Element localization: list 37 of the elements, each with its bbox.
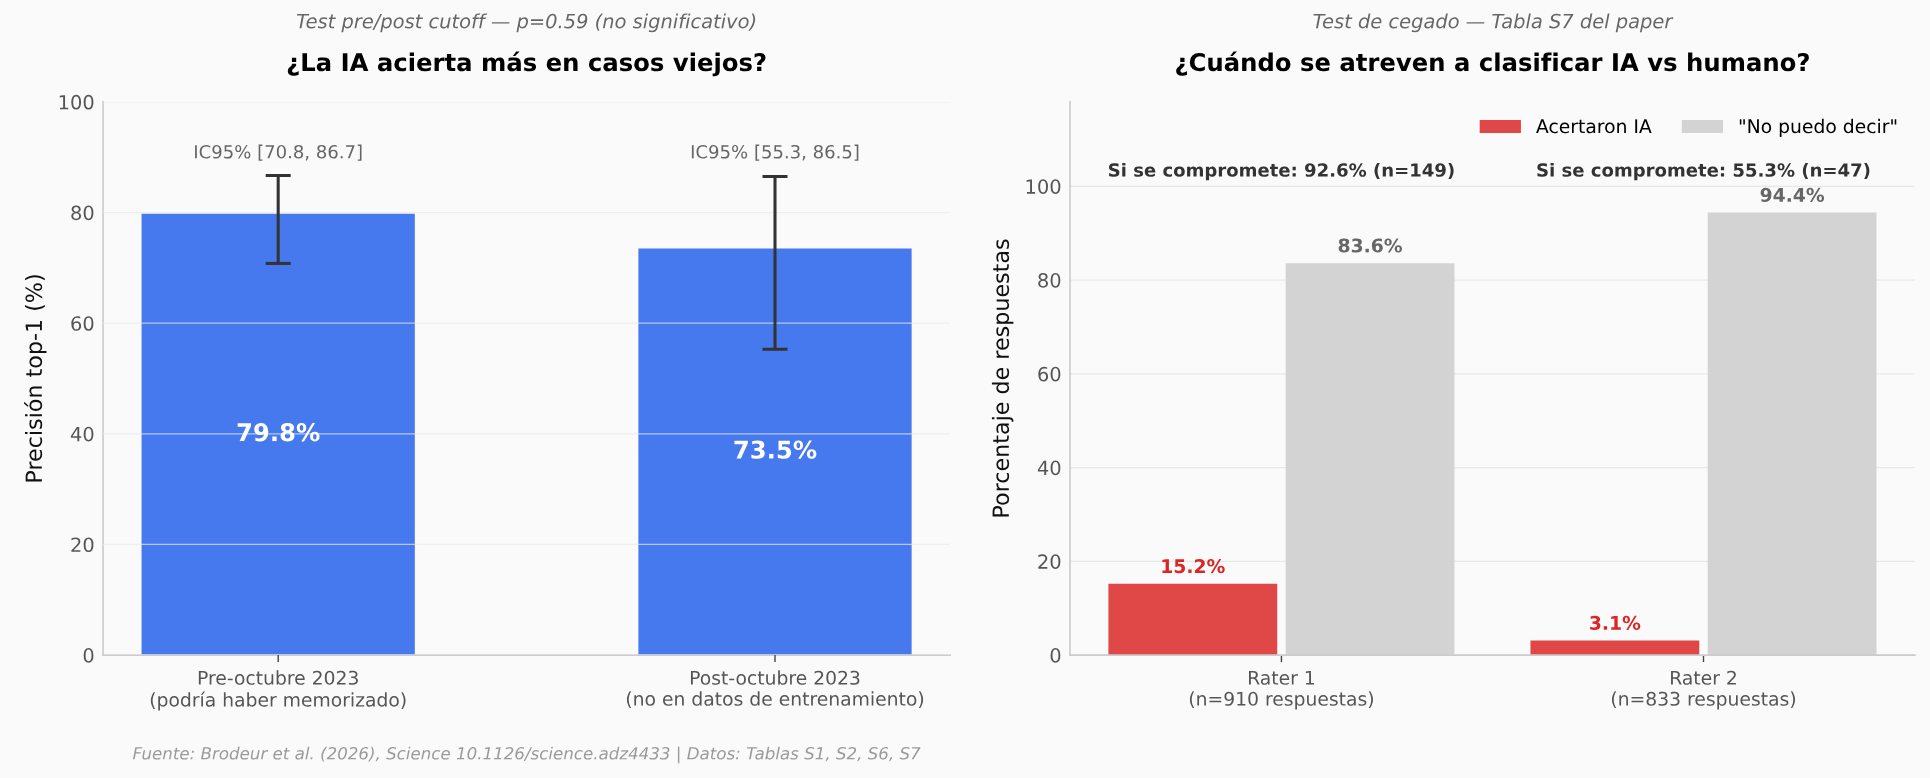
y-tick-label: 20 xyxy=(1038,554,1061,569)
bar xyxy=(1530,640,1700,656)
x-tick-label: Pre-octubre 2023 (podría haber memorizado) xyxy=(150,670,406,711)
legend-label: Acertaron IA xyxy=(1536,119,1652,134)
y-tick-label: 100 xyxy=(1026,179,1061,194)
y-tick-label: 60 xyxy=(1038,366,1061,382)
y-tick-label: 40 xyxy=(1037,460,1061,476)
chart-title: ¿Cuándo se atreven a clasificar IA vs humano? xyxy=(1176,51,1809,76)
data-label: 73.5% xyxy=(734,440,817,459)
chart-subtitle: Test de cegado — Tabla S7 del paper xyxy=(1313,13,1674,33)
annotation: IC95% [70.8, 86.7] xyxy=(195,144,362,161)
annotation: Si se compromete: 55.3% (n=47) xyxy=(1537,162,1870,181)
y-tick-label: 100 xyxy=(59,94,94,110)
y-tick-label: 80 xyxy=(1038,273,1061,288)
chart-subtitle: Test pre/post cutoff — p=0.59 (no significativo) xyxy=(296,13,756,33)
data-label: 15.2% xyxy=(1162,559,1225,574)
data-label: 94.4% xyxy=(1760,187,1825,202)
y-tick-label: 0 xyxy=(83,648,94,663)
data-label: 79.8% xyxy=(237,423,320,442)
data-label: 3.1% xyxy=(1590,615,1641,630)
y-axis-title: Porcentaje de respuestas xyxy=(991,239,1014,517)
y-tick-label: 40 xyxy=(70,426,94,442)
y-axis-title: Precisión top-1 (%) xyxy=(24,275,47,482)
chart-title: ¿La IA acierta más en casos viejos? xyxy=(287,51,766,77)
x-tick-label: Rater 1 (n=910 respuestas) xyxy=(1189,670,1373,710)
bar xyxy=(1108,583,1278,656)
y-tick-label: 80 xyxy=(71,205,94,221)
data-label: 83.6% xyxy=(1338,238,1402,253)
annotation: IC95% [55.3, 86.5] xyxy=(691,144,859,161)
x-tick-label: Rater 2 (n=833 respuestas) xyxy=(1611,670,1796,710)
y-tick-label: 20 xyxy=(71,537,94,553)
y-tick-label: 60 xyxy=(71,316,94,331)
source-note: Fuente: Brodeur et al. (2026), Science 10.1126/science.adz4433 | Datos: Tablas S1, S2, S6, S7 xyxy=(132,746,921,764)
x-tick-label: Post-octubre 2023 (no en datos de entrenamiento) xyxy=(626,670,924,709)
annotation: Si se compromete: 92.6% (n=149) xyxy=(1109,162,1454,181)
legend-label: "No puedo decir" xyxy=(1739,118,1897,137)
y-tick-label: 0 xyxy=(1050,648,1061,663)
